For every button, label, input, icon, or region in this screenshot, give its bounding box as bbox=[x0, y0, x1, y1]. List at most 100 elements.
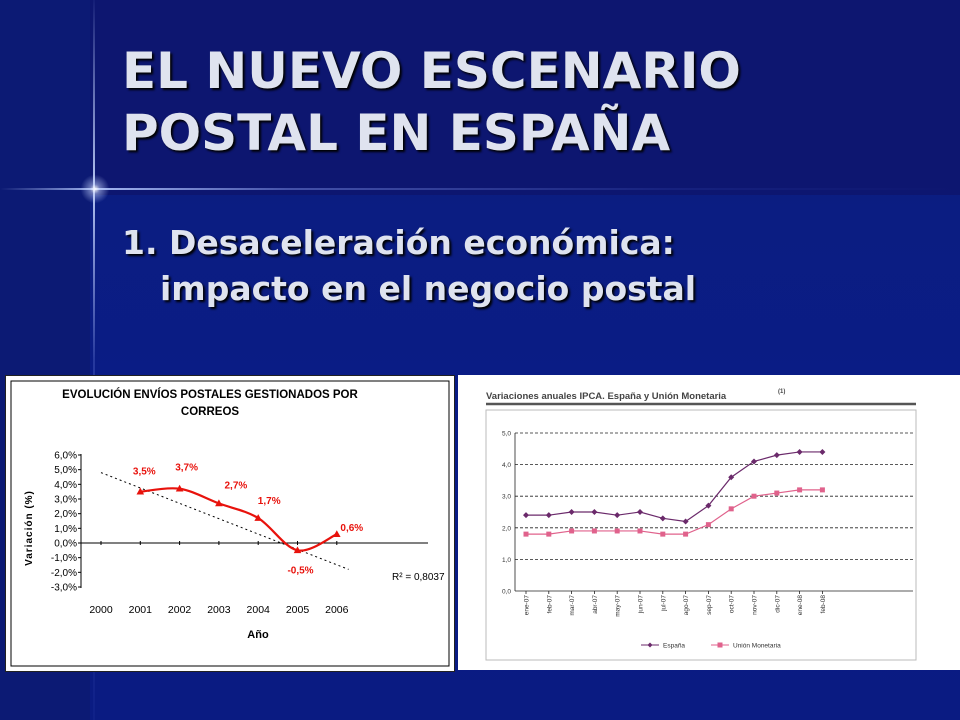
ipca-point-espana bbox=[751, 458, 757, 465]
ipca-point-espana bbox=[728, 474, 735, 481]
ipca-y-tick-label: 3,0 bbox=[502, 494, 511, 501]
ipca-chart-title: Variaciones anuales IPCA. España y Unión… bbox=[486, 391, 727, 402]
postal-y-tick-label: 6,0% bbox=[54, 451, 77, 462]
postal-chart: EVOLUCIÓN ENVÍOS POSTALES GESTIONADOS PO… bbox=[10, 380, 450, 667]
ipca-point-espana bbox=[637, 509, 643, 515]
ipca-x-tick-label: feb-08 bbox=[820, 595, 827, 614]
postal-chart-frame bbox=[10, 380, 450, 667]
postal-series-line bbox=[140, 487, 338, 552]
ipca-y-tick-label: 4,0 bbox=[502, 462, 511, 469]
bullet-line-1: 1. Desaceleración económica: bbox=[122, 223, 675, 262]
postal-y-tick-label: 2,0% bbox=[54, 509, 77, 520]
ipca-point-union bbox=[797, 487, 803, 493]
ipca-point-union bbox=[819, 487, 825, 493]
vertical-light-line bbox=[93, 0, 95, 720]
postal-data-label: 0,6% bbox=[340, 523, 363, 534]
ipca-point-espana bbox=[591, 509, 598, 515]
ipca-point-espana bbox=[659, 515, 666, 522]
postal-chart-y-label: Variación (%) bbox=[24, 490, 35, 566]
ipca-point-espana bbox=[568, 509, 575, 515]
ipca-point-espana bbox=[705, 502, 712, 509]
ipca-x-tick-label: jul-07 bbox=[660, 595, 667, 612]
postal-y-tick-label: 5,0% bbox=[54, 465, 77, 476]
ipca-x-tick-label: sep-07 bbox=[706, 595, 713, 615]
postal-trendline bbox=[100, 472, 349, 570]
postal-point bbox=[215, 499, 223, 507]
postal-x-tick-label: 2000 bbox=[89, 604, 113, 616]
sparkle-decoration bbox=[78, 172, 112, 206]
ipca-point-espana bbox=[545, 512, 552, 519]
postal-point bbox=[254, 514, 262, 521]
ipca-point-union bbox=[523, 531, 529, 537]
postal-x-tick-label: 2005 bbox=[286, 604, 310, 616]
postal-y-tick-label: -3,0% bbox=[51, 583, 77, 594]
legend-label-espana: España bbox=[663, 643, 685, 650]
ipca-y-tick-label: 1,0 bbox=[502, 557, 511, 564]
ipca-point-union bbox=[683, 531, 689, 537]
ipca-point-union bbox=[591, 528, 597, 534]
ipca-point-union bbox=[546, 531, 552, 537]
ipca-point-union bbox=[705, 522, 711, 528]
postal-point bbox=[293, 546, 302, 554]
slide-title: EL NUEVO ESCENARIO POSTAL EN ESPAÑA bbox=[122, 40, 741, 164]
postal-chart-title-line-1: EVOLUCIÓN ENVÍOS POSTALES GESTIONADOS PO… bbox=[62, 388, 358, 401]
legend-label-union: Unión Monetaria bbox=[733, 643, 781, 650]
horizontal-light-line bbox=[0, 188, 960, 190]
ipca-x-tick-label: oct-07 bbox=[729, 595, 736, 613]
postal-x-tick-label: 2003 bbox=[207, 604, 231, 616]
ipca-x-tick-label: ago-07 bbox=[683, 595, 690, 616]
postal-y-tick-label: -1,0% bbox=[51, 553, 77, 564]
postal-y-tick-label: 3,0% bbox=[54, 495, 77, 506]
postal-data-label: -0,5% bbox=[287, 565, 313, 576]
ipca-chart-title-note: (1) bbox=[778, 389, 785, 395]
ipca-point-espana bbox=[523, 512, 529, 519]
postal-y-tick-label: 1,0% bbox=[54, 524, 77, 535]
postal-point bbox=[136, 487, 145, 495]
ipca-x-tick-label: ene-07 bbox=[524, 595, 531, 616]
legend-marker-union bbox=[717, 642, 723, 648]
bullet-line-2: impacto en el negocio postal bbox=[160, 269, 697, 308]
ipca-point-union bbox=[637, 528, 643, 534]
ipca-x-tick-label: nov-07 bbox=[752, 595, 759, 615]
postal-point bbox=[175, 484, 184, 492]
ipca-x-tick-label: ene-08 bbox=[797, 595, 804, 616]
ipca-point-espana bbox=[682, 518, 689, 525]
ipca-x-tick-label: feb-07 bbox=[546, 595, 553, 614]
ipca-x-tick-label: jun-07 bbox=[638, 595, 645, 614]
postal-chart-x-label: Año bbox=[247, 629, 269, 641]
ipca-point-espana bbox=[796, 448, 803, 455]
header-band bbox=[0, 0, 960, 195]
postal-data-label: 1,7% bbox=[258, 496, 281, 507]
bullet-point: 1. Desaceleración económica: impacto en … bbox=[122, 220, 882, 312]
ipca-point-union bbox=[569, 528, 575, 534]
ipca-chart-frame bbox=[485, 409, 917, 661]
postal-chart-title-line-2: CORREOS bbox=[181, 406, 239, 418]
ipca-x-tick-label: dic-07 bbox=[774, 595, 781, 613]
postal-point bbox=[333, 530, 341, 537]
postal-x-tick-label: 2002 bbox=[168, 604, 192, 616]
ipca-point-union bbox=[728, 506, 734, 512]
postal-y-tick-label: 4,0% bbox=[54, 480, 77, 491]
postal-data-label: 3,7% bbox=[175, 463, 198, 474]
title-line-1: EL NUEVO ESCENARIO bbox=[122, 42, 741, 100]
postal-chart-panel: EVOLUCIÓN ENVÍOS POSTALES GESTIONADOS PO… bbox=[5, 375, 455, 672]
ipca-y-tick-label: 0,0 bbox=[502, 589, 511, 596]
ipca-point-espana bbox=[614, 512, 621, 519]
ipca-x-tick-label: abr-07 bbox=[592, 595, 599, 614]
ipca-series-line-espana bbox=[526, 451, 823, 523]
legend-marker-espana bbox=[647, 642, 653, 648]
ipca-x-tick-label: may-07 bbox=[615, 595, 622, 617]
postal-data-label: 2,7% bbox=[225, 480, 248, 491]
ipca-point-union bbox=[660, 531, 666, 537]
ipca-point-espana bbox=[773, 452, 780, 459]
ipca-y-tick-label: 5,0 bbox=[502, 431, 511, 438]
ipca-series-line-union bbox=[526, 489, 823, 535]
postal-data-label: 3,5% bbox=[133, 467, 156, 478]
title-line-2: POSTAL EN ESPAÑA bbox=[122, 104, 671, 162]
postal-x-tick-label: 2001 bbox=[129, 604, 153, 616]
ipca-point-union bbox=[751, 493, 757, 499]
ipca-y-tick-label: 2,0 bbox=[502, 525, 511, 532]
ipca-point-union bbox=[614, 528, 620, 534]
ipca-x-tick-label: mar-07 bbox=[569, 595, 576, 616]
postal-x-tick-label: 2006 bbox=[325, 604, 349, 616]
